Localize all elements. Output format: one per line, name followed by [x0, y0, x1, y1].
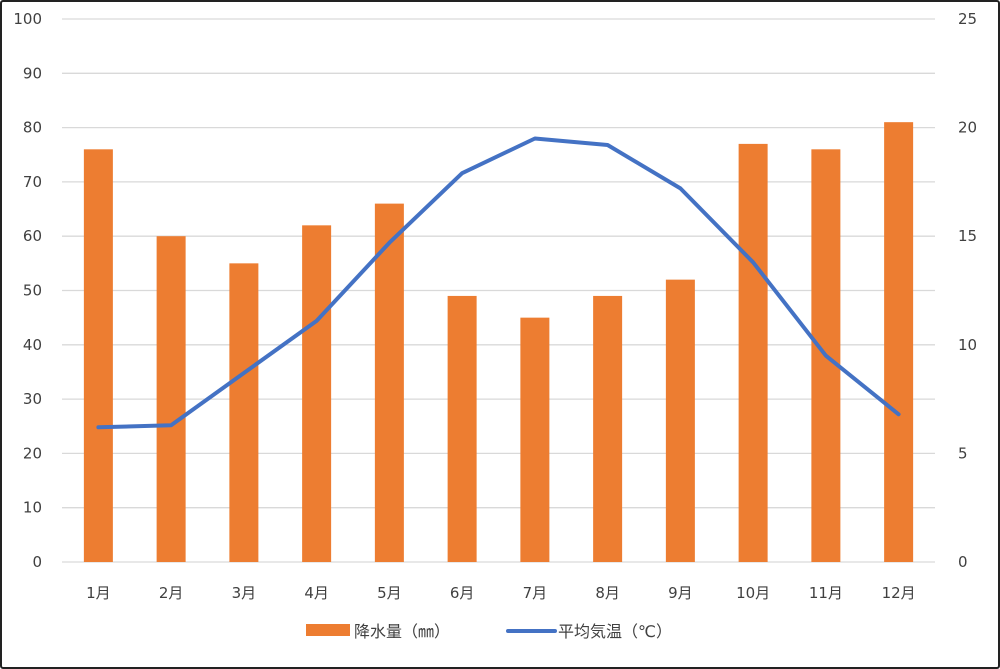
precipitation-bar: [593, 295, 623, 562]
precipitation-bar: [884, 122, 914, 563]
left-axis-tick-label: 0: [32, 553, 42, 571]
x-axis-tick-label: 11月: [809, 584, 843, 602]
left-axis-tick-label: 70: [23, 173, 42, 191]
precipitation-bar: [302, 225, 332, 562]
left-axis-tick-label: 20: [23, 444, 42, 462]
x-axis-tick-label: 3月: [232, 584, 257, 602]
x-axis-tick-label: 10月: [736, 584, 770, 602]
x-axis-tick-label: 5月: [377, 584, 402, 602]
right-axis-tick-label: 15: [958, 227, 977, 245]
precipitation-bar: [447, 295, 477, 562]
right-axis-tick-label: 0: [958, 553, 968, 571]
legend-line-label: 平均気温（℃）: [558, 622, 672, 641]
left-axis-tick-label: 50: [23, 282, 42, 300]
precipitation-bar: [520, 317, 550, 562]
x-axis-tick-label: 8月: [595, 584, 620, 602]
left-axis-tick-label: 100: [13, 10, 42, 28]
left-axis-tick-label: 10: [23, 499, 42, 517]
x-axis-tick-label: 9月: [668, 584, 693, 602]
temperature-polyline: [96, 136, 901, 430]
legend: 降水量（㎜） 平均気温（℃）: [306, 622, 672, 641]
x-axis-tick-label: 6月: [450, 584, 475, 602]
left-axis-ticks: 0 10 20 30 40 50 60 70 80 90 100: [13, 10, 42, 571]
right-axis-tick-label: 5: [958, 444, 968, 462]
precipitation-bar: [374, 203, 404, 562]
left-axis-tick-label: 40: [23, 336, 42, 354]
left-axis-tick-label: 90: [23, 64, 42, 82]
precipitation-bar: [83, 149, 113, 562]
precipitation-bar: [156, 236, 186, 562]
left-axis-tick-label: 60: [23, 227, 42, 245]
right-axis-tick-label: 25: [958, 10, 977, 28]
x-axis-tick-label: 7月: [523, 584, 548, 602]
precipitation-bar: [738, 143, 768, 562]
precipitation-bar: [665, 279, 695, 562]
left-axis-tick-label: 80: [23, 119, 42, 137]
x-axis-tick-label: 4月: [304, 584, 329, 602]
temperature-line: [96, 136, 901, 430]
precipitation-bars: [83, 122, 914, 563]
x-axis-tick-label: 12月: [882, 584, 916, 602]
x-axis-tick-label: 2月: [159, 584, 184, 602]
x-axis-tick-label: 1月: [86, 584, 111, 602]
gridlines: [62, 18, 935, 563]
legend-bar-swatch: [306, 624, 350, 636]
left-axis-tick-label: 30: [23, 390, 42, 408]
legend-bar-label: 降水量（㎜）: [354, 622, 450, 641]
right-axis-tick-label: 20: [958, 119, 977, 137]
x-axis-labels: 1月 2月 3月 4月 5月 6月 7月 8月 9月 10月 11月 12月: [86, 584, 916, 602]
precipitation-bar: [229, 263, 259, 562]
right-axis-tick-label: 10: [958, 336, 977, 354]
right-axis-ticks: 0 5 10 15 20 25: [958, 10, 977, 571]
